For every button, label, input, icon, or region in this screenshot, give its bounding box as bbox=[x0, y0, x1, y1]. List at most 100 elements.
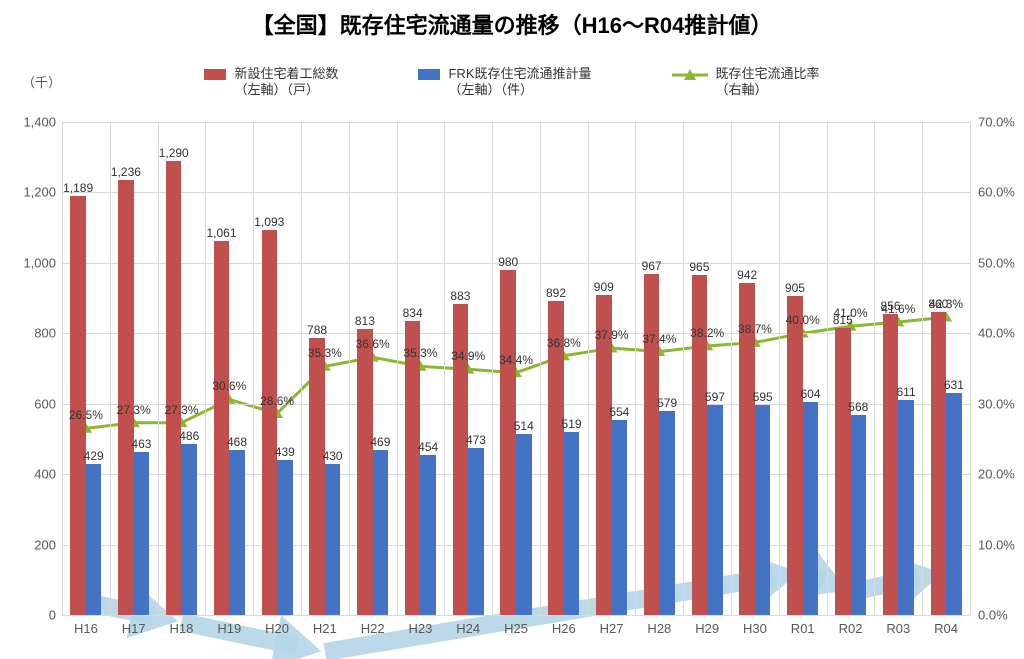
new-housing-bar-label: 834 bbox=[403, 306, 423, 320]
new-housing-bar bbox=[787, 296, 803, 615]
legend-item: FRK既存住宅流通推計量 （左軸）（件） bbox=[418, 66, 591, 99]
x-tick-label: R03 bbox=[886, 621, 910, 636]
ratio-label: 35.3% bbox=[308, 346, 342, 360]
new-housing-bar bbox=[500, 270, 516, 615]
ratio-label: 35.3% bbox=[403, 346, 437, 360]
legend-item: 新設住宅着工総数 （左軸）（戸） bbox=[204, 66, 338, 99]
frk-existing-bar bbox=[181, 444, 197, 615]
gridline-vertical bbox=[301, 122, 302, 615]
new-housing-bar-label: 905 bbox=[785, 281, 805, 295]
frk-existing-bar bbox=[229, 450, 245, 615]
y-right-tick-label: 10.0% bbox=[978, 537, 1015, 552]
new-housing-bar-label: 813 bbox=[355, 314, 375, 328]
gridline-vertical bbox=[779, 122, 780, 615]
ratio-label: 38.2% bbox=[690, 326, 724, 340]
frk-existing-bar bbox=[564, 432, 580, 615]
frk-existing-bar-label: 514 bbox=[514, 419, 534, 433]
x-tick-label: H18 bbox=[170, 621, 194, 636]
y-left-tick-label: 1,200 bbox=[12, 185, 56, 200]
frk-existing-bar bbox=[946, 393, 962, 615]
x-tick-label: H30 bbox=[743, 621, 767, 636]
gridline-vertical bbox=[110, 122, 111, 615]
y-left-tick-label: 400 bbox=[12, 467, 56, 482]
gridline-vertical bbox=[540, 122, 541, 615]
new-housing-bar-label: 942 bbox=[737, 268, 757, 282]
frk-existing-bar bbox=[803, 402, 819, 615]
ratio-label: 26.5% bbox=[69, 408, 103, 422]
new-housing-bar-label: 883 bbox=[450, 289, 470, 303]
legend-swatch-line bbox=[672, 67, 708, 83]
frk-existing-bar-label: 473 bbox=[466, 433, 486, 447]
gridline-vertical bbox=[253, 122, 254, 615]
frk-existing-bar-label: 469 bbox=[370, 435, 390, 449]
new-housing-bar bbox=[931, 312, 947, 615]
new-housing-bar-label: 1,189 bbox=[63, 181, 93, 195]
frk-existing-bar bbox=[612, 420, 628, 615]
frk-existing-bar-label: 568 bbox=[848, 400, 868, 414]
new-housing-bar bbox=[118, 180, 134, 615]
ratio-label: 41.0% bbox=[834, 306, 868, 320]
x-tick-label: H21 bbox=[313, 621, 337, 636]
new-housing-bar bbox=[596, 295, 612, 615]
gridline-vertical bbox=[62, 122, 63, 615]
new-housing-bar bbox=[357, 329, 373, 615]
gridline-vertical bbox=[922, 122, 923, 615]
x-tick-label: H16 bbox=[74, 621, 98, 636]
frk-existing-bar-label: 429 bbox=[84, 449, 104, 463]
ratio-label: 27.3% bbox=[164, 403, 198, 417]
frk-existing-bar bbox=[659, 411, 675, 615]
frk-existing-bar bbox=[420, 455, 436, 615]
legend-swatch-rect bbox=[418, 69, 440, 80]
frk-existing-bar bbox=[134, 452, 150, 615]
new-housing-bar-label: 788 bbox=[307, 323, 327, 337]
gridline-horizontal bbox=[62, 333, 970, 334]
frk-existing-bar-label: 631 bbox=[944, 378, 964, 392]
new-housing-bar bbox=[70, 196, 86, 615]
frk-existing-bar bbox=[373, 450, 389, 615]
ratio-label: 41.6% bbox=[881, 302, 915, 316]
new-housing-bar bbox=[644, 274, 660, 615]
new-housing-bar bbox=[405, 321, 421, 615]
frk-existing-bar bbox=[516, 434, 532, 615]
ratio-label: 28.6% bbox=[260, 394, 294, 408]
y-right-tick-label: 20.0% bbox=[978, 467, 1015, 482]
frk-existing-bar-label: 486 bbox=[179, 429, 199, 443]
gridline-vertical bbox=[349, 122, 350, 615]
gridline-horizontal bbox=[62, 615, 970, 616]
new-housing-bar-label: 965 bbox=[689, 260, 709, 274]
gridline-vertical bbox=[588, 122, 589, 615]
ratio-label: 30.6% bbox=[212, 379, 246, 393]
y-right-tick-label: 30.0% bbox=[978, 396, 1015, 411]
gridline-vertical bbox=[492, 122, 493, 615]
new-housing-bar-label: 1,236 bbox=[111, 165, 141, 179]
chart-container: 【全国】既存住宅流通量の推移（H16～R04推計値） （千） 新設住宅着工総数 … bbox=[0, 0, 1024, 659]
frk-existing-bar-label: 439 bbox=[275, 445, 295, 459]
legend-item: 既存住宅流通比率 （右軸） bbox=[672, 66, 820, 99]
frk-existing-bar bbox=[86, 464, 102, 615]
ratio-label: 42.3% bbox=[929, 297, 963, 311]
frk-existing-bar bbox=[277, 460, 293, 615]
frk-existing-bar-label: 595 bbox=[753, 390, 773, 404]
frk-existing-bar-label: 454 bbox=[418, 440, 438, 454]
legend-label: 既存住宅流通比率 （右軸） bbox=[716, 66, 820, 99]
new-housing-bar-label: 1,093 bbox=[254, 215, 284, 229]
y-left-tick-label: 0 bbox=[12, 608, 56, 623]
frk-existing-bar bbox=[707, 405, 723, 615]
y-left-tick-label: 800 bbox=[12, 326, 56, 341]
x-tick-label: R04 bbox=[934, 621, 958, 636]
new-housing-bar bbox=[214, 241, 230, 615]
ratio-label: 34.9% bbox=[451, 349, 485, 363]
gridline-vertical bbox=[731, 122, 732, 615]
ratio-label: 38.7% bbox=[738, 322, 772, 336]
frk-existing-bar-label: 468 bbox=[227, 435, 247, 449]
ratio-label: 40.0% bbox=[786, 313, 820, 327]
ratio-label: 37.4% bbox=[642, 332, 676, 346]
y-right-tick-label: 60.0% bbox=[978, 185, 1015, 200]
new-housing-bar-label: 980 bbox=[498, 255, 518, 269]
x-tick-label: H17 bbox=[122, 621, 146, 636]
legend-label: FRK既存住宅流通推計量 （左軸）（件） bbox=[448, 66, 591, 99]
new-housing-bar bbox=[835, 328, 851, 615]
gridline-vertical bbox=[158, 122, 159, 615]
new-housing-bar-label: 909 bbox=[594, 280, 614, 294]
gridline-horizontal bbox=[62, 122, 970, 123]
